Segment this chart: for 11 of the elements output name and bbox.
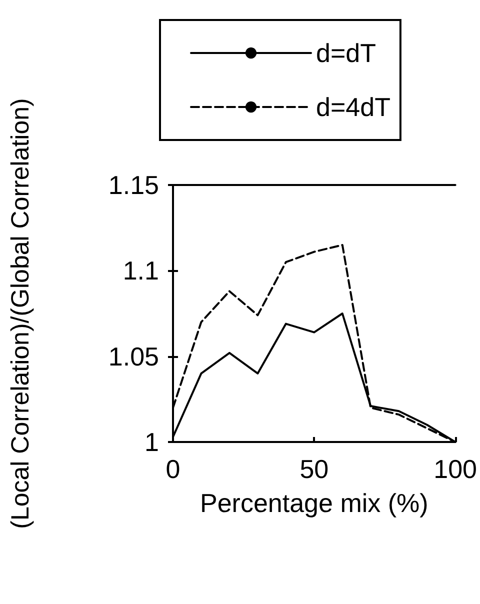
y-tick-label: 1.05	[108, 341, 159, 372]
y-axis-title: (Local Correlation)/(Global Correlation)	[6, 98, 34, 529]
x-tick-label: 100	[434, 454, 478, 484]
legend-label: d=dT	[316, 38, 376, 68]
x-tick-label: 0	[166, 454, 180, 484]
y-tick-label: 1.1	[122, 256, 159, 286]
y-tick-label: 1	[144, 427, 159, 457]
x-tick-label: 50	[300, 454, 329, 484]
legend-label: d=4dT	[316, 92, 391, 122]
x-axis-title: Percentage mix (%)	[200, 488, 428, 518]
y-tick-label: 1.15	[108, 170, 159, 200]
